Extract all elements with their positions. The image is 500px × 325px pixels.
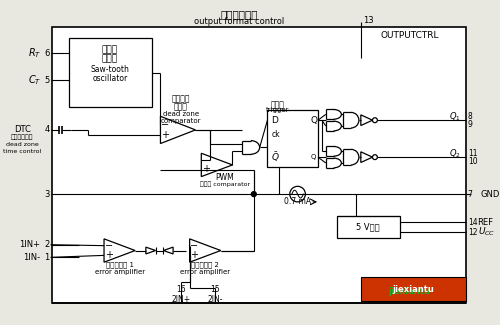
Text: dead zone: dead zone <box>6 142 38 147</box>
Text: 13: 13 <box>363 17 374 25</box>
Text: 6: 6 <box>44 48 50 58</box>
Text: 死区时间: 死区时间 <box>172 94 190 103</box>
Text: D: D <box>272 116 278 125</box>
Text: Q: Q <box>310 154 316 160</box>
Text: 比较器: 比较器 <box>174 102 188 111</box>
Text: jiexiantu: jiexiantu <box>388 287 430 296</box>
Text: 触发器: 触发器 <box>270 100 284 109</box>
Text: DTC: DTC <box>14 125 31 135</box>
Text: 死区时时控制: 死区时时控制 <box>11 135 34 140</box>
Text: dead zone: dead zone <box>163 111 199 117</box>
Text: Q: Q <box>310 116 317 125</box>
Text: trigger: trigger <box>266 108 289 113</box>
Text: 2IN+: 2IN+ <box>172 295 190 304</box>
Text: $\bar{Q}$: $\bar{Q}$ <box>272 150 280 164</box>
Text: output format control: output format control <box>194 18 284 26</box>
Text: 15: 15 <box>210 285 220 294</box>
Text: oscillator: oscillator <box>92 74 128 83</box>
Text: $R_T$: $R_T$ <box>28 46 42 60</box>
Bar <box>52 27 466 303</box>
Text: 比较器 comparator: 比较器 comparator <box>200 182 250 187</box>
Text: +: + <box>190 250 198 260</box>
Text: error amplifier: error amplifier <box>94 269 144 275</box>
Circle shape <box>252 192 256 197</box>
Bar <box>336 216 400 238</box>
Text: GND: GND <box>480 189 500 199</box>
Text: 5 V基准: 5 V基准 <box>356 223 380 232</box>
Text: PWM: PWM <box>216 173 234 182</box>
Text: REF: REF <box>478 218 494 227</box>
Text: +: + <box>105 250 113 260</box>
Text: 误差放大器 1: 误差放大器 1 <box>106 262 134 268</box>
Text: OUTPUTCTRL: OUTPUTCTRL <box>380 31 438 40</box>
Text: 11: 11 <box>468 149 477 158</box>
Text: 9: 9 <box>468 120 472 129</box>
Text: +: + <box>202 164 210 174</box>
Text: $C_T$: $C_T$ <box>28 73 42 87</box>
Text: 1IN+: 1IN+ <box>19 240 40 249</box>
Text: 10: 10 <box>468 157 477 165</box>
Text: 输出方式控制: 输出方式控制 <box>220 9 258 19</box>
Text: error amplifier: error amplifier <box>180 269 230 275</box>
Text: 1IN-: 1IN- <box>22 253 40 262</box>
Text: time control: time control <box>3 149 42 154</box>
Text: 7: 7 <box>468 189 472 199</box>
Text: 14: 14 <box>468 218 477 227</box>
Text: ck: ck <box>272 130 280 139</box>
Text: 误差放大器 2: 误差放大器 2 <box>192 262 219 268</box>
Text: 振荡器: 振荡器 <box>102 54 118 63</box>
Text: −: − <box>162 120 170 130</box>
Text: $Q_2$: $Q_2$ <box>450 147 461 160</box>
Text: 5: 5 <box>44 76 50 85</box>
Text: 1: 1 <box>44 253 50 262</box>
Text: $Q_1$: $Q_1$ <box>450 110 461 123</box>
Text: $U_{CC}$: $U_{CC}$ <box>478 226 495 238</box>
Text: jiexiantu: jiexiantu <box>392 285 434 294</box>
Text: −: − <box>202 156 210 166</box>
Text: +: + <box>162 130 170 140</box>
Text: 0.7 mA: 0.7 mA <box>284 197 311 206</box>
Text: 12: 12 <box>468 227 477 237</box>
Text: Saw-tooth: Saw-tooth <box>90 65 130 74</box>
Text: 2: 2 <box>44 240 50 249</box>
Bar <box>361 277 466 301</box>
Text: 8: 8 <box>468 112 472 121</box>
Bar <box>268 111 318 167</box>
Text: comparator: comparator <box>160 118 201 124</box>
Text: 3: 3 <box>44 189 50 199</box>
Text: 16: 16 <box>176 285 186 294</box>
Text: −: − <box>190 240 198 251</box>
Text: 锯齿波: 锯齿波 <box>102 46 118 55</box>
Bar <box>69 38 152 107</box>
Text: 4: 4 <box>44 125 50 135</box>
Text: −: − <box>105 240 113 251</box>
Text: 2IN-: 2IN- <box>207 295 222 304</box>
